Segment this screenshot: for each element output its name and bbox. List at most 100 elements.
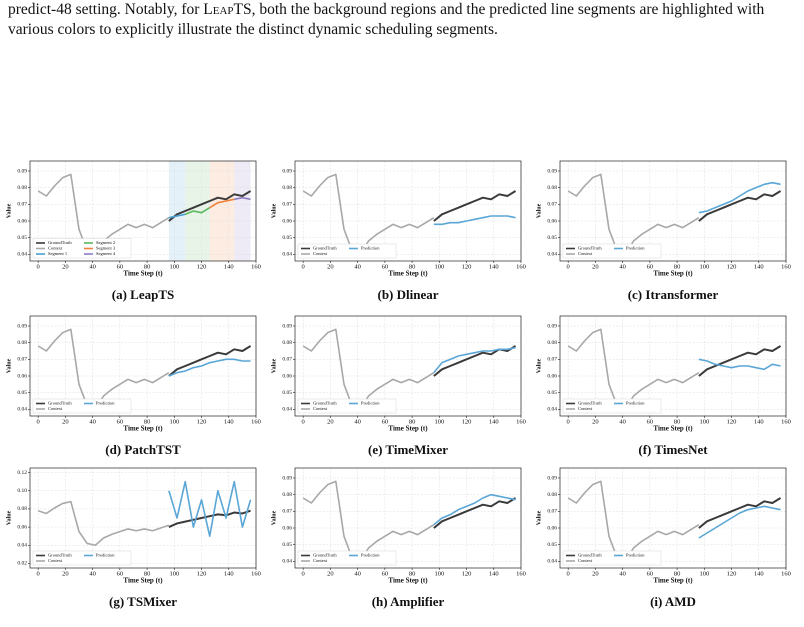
series-line: [209, 198, 235, 209]
x-tick-label: 160: [251, 570, 261, 577]
series-line: [567, 173, 700, 256]
y-tick-label: 0.07: [547, 509, 557, 515]
plot-frame: [559, 160, 787, 262]
y-tick-label: 0.04: [547, 407, 557, 413]
legend-label: GroundTruth: [48, 240, 72, 245]
series-line: [698, 505, 781, 539]
y-tick-label: 0.08: [282, 185, 292, 191]
legend-label: Context: [578, 558, 593, 563]
caption: (b) Dlinear: [377, 287, 438, 302]
chart: 0 20 40 60 80 100 120 140 160 0.04 0.05 0.06 0.07 0.0…: [271, 315, 526, 457]
legend-label: Context: [578, 251, 593, 256]
legend-label: GroundTruth: [578, 401, 602, 406]
intro-part: predict-48 setting. Notably, for: [8, 1, 204, 18]
legend-label: Context: [578, 406, 593, 411]
y-tick-label: 0.09: [547, 323, 557, 329]
x-tick-label: 100: [434, 263, 444, 270]
y-tick-label: 0.06: [547, 373, 557, 379]
legend-label: GroundTruth: [578, 246, 602, 251]
chart: 0 20 40 60 80 100 120 140 160 0.04 0.05 0.06 0.07 0.0…: [536, 467, 791, 609]
x-tick-label: 60: [382, 570, 389, 577]
plot-frame: [294, 315, 522, 417]
x-tick-label: 60: [382, 263, 389, 270]
x-tick-label: 0: [302, 418, 305, 425]
y-tick-label: 0.05: [17, 235, 27, 241]
series-line: [698, 190, 782, 222]
x-tick-label: 160: [516, 263, 526, 270]
x-tick-label: 20: [327, 418, 334, 425]
y-tick-label: 0.09: [17, 168, 27, 174]
y-tick-label: 0.05: [17, 390, 27, 396]
y-tick-label: 0.06: [282, 373, 292, 379]
y-axis-label: Value: [271, 510, 277, 525]
x-tick-label: 60: [117, 570, 124, 577]
legend-label: Prediction: [96, 401, 115, 406]
plot-frame: [29, 160, 257, 262]
x-tick-label: 140: [224, 418, 234, 425]
y-tick-label: 0.09: [547, 168, 557, 174]
y-tick-label: 0.07: [282, 357, 292, 363]
legend-label: Context: [48, 246, 63, 251]
y-axis-label: Value: [271, 358, 277, 373]
legend-label: Prediction: [361, 246, 380, 251]
y-axis-label: Value: [6, 510, 12, 525]
legend-box: [562, 398, 662, 414]
y-tick-label: 0.12: [17, 470, 27, 476]
y-axis-label: Value: [536, 203, 542, 218]
x-tick-label: 100: [434, 570, 444, 577]
legend-box: [32, 238, 132, 259]
x-tick-label: 100: [699, 570, 709, 577]
x-tick-label: 40: [619, 570, 626, 577]
intro-text: predict-48 setting. Notably, for LeapTS,…: [8, 0, 800, 40]
legend-label: Segment 1: [48, 251, 67, 256]
legend-box: [562, 550, 662, 566]
y-tick-label: 0.05: [282, 542, 292, 548]
legend-label: Prediction: [626, 553, 645, 558]
series-line: [168, 345, 252, 377]
x-tick-label: 0: [567, 418, 570, 425]
y-axis-label: Value: [6, 358, 12, 373]
y-tick-label: 0.05: [547, 390, 557, 396]
legend-label: GroundTruth: [48, 401, 72, 406]
x-tick-label: 80: [144, 263, 151, 270]
y-tick-label: 0.05: [282, 390, 292, 396]
y-tick-label: 0.04: [17, 543, 27, 549]
y-tick-label: 0.04: [17, 252, 27, 258]
y-tick-label: 0.06: [17, 524, 27, 530]
plot-frame: [29, 315, 257, 417]
x-tick-label: 60: [647, 570, 654, 577]
x-axis-label: Time Step (t): [123, 270, 163, 278]
y-tick-label: 0.09: [547, 475, 557, 481]
y-axis-label: Value: [271, 203, 277, 218]
x-tick-label: 40: [354, 570, 361, 577]
x-tick-label: 80: [144, 570, 151, 577]
x-tick-label: 60: [647, 263, 654, 270]
legend-label: GroundTruth: [48, 553, 72, 558]
x-tick-label: 0: [567, 263, 570, 270]
y-tick-label: 0.07: [17, 202, 27, 208]
x-tick-label: 20: [592, 418, 599, 425]
x-tick-label: 160: [251, 263, 261, 270]
x-axis-label: Time Step (t): [388, 425, 428, 433]
series-line: [302, 173, 435, 256]
x-tick-label: 20: [62, 570, 69, 577]
y-tick-label: 0.04: [282, 407, 292, 413]
series-line: [567, 328, 700, 411]
series-line: [433, 190, 517, 222]
series-line: [168, 480, 252, 537]
legend-label: GroundTruth: [578, 553, 602, 558]
y-tick-label: 0.06: [17, 218, 27, 224]
y-tick-label: 0.09: [282, 168, 292, 174]
y-tick-label: 0.09: [17, 323, 27, 329]
series-line: [698, 497, 782, 529]
y-tick-label: 0.06: [547, 218, 557, 224]
series-line: [168, 213, 186, 219]
y-tick-label: 0.05: [282, 235, 292, 241]
x-tick-label: 100: [169, 570, 179, 577]
chart: 0 20 40 60 80 100 120 140 160 0.02 0.04 0.06 0.08 0.1…: [6, 467, 261, 609]
series-line: [433, 493, 516, 526]
chart: 0 20 40 60 80 100 120 140 160 0.04 0.05 0.06 0.07 0.0…: [271, 160, 526, 302]
x-tick-label: 160: [251, 418, 261, 425]
x-tick-label: 140: [489, 263, 499, 270]
